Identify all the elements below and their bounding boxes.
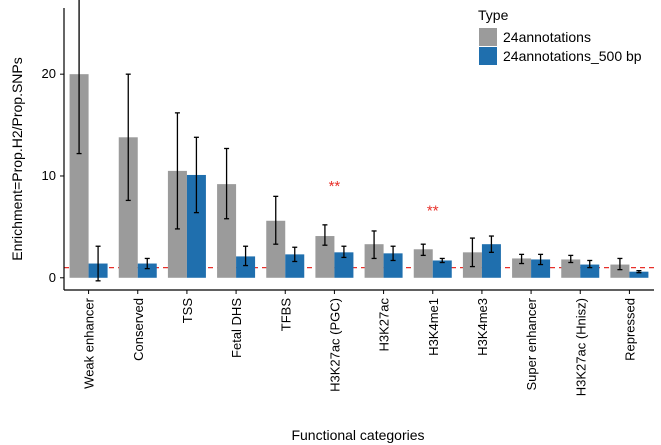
axes-layer [60, 8, 654, 294]
error-bar-24annotations-500-bp-conserved [144, 257, 150, 270]
error-bar-24annotations-h3k27ac [371, 230, 377, 260]
bar-24annotations-500-bp-conserved [137, 263, 157, 278]
bars-layer [69, 74, 649, 278]
x-tick-label-h3k4me1: H3K4me1 [426, 298, 441, 356]
error-bar-24annotations-500-bp-h3k4me3 [488, 235, 494, 253]
bar-24annotations-500-bp-h3k27ac-hnisz [580, 264, 600, 278]
x-tick-label-tss: TSS [180, 298, 195, 324]
bar-24annotations-weak-enhancer [69, 74, 89, 278]
error-bar-24annotations-500-bp-tfbs [292, 246, 298, 263]
bar-24annotations-500-bp-h3k27ac-pgc [334, 252, 354, 278]
tick-labels-layer: Weak enhancer Conserved TSS Fetal DHS TFBS H3… [42, 66, 638, 396]
error-bar-24annotations-h3k27ac-hnisz [568, 254, 574, 264]
x-tick-label-h3k27ac-pgc: H3K27ac (PGC) [327, 298, 342, 392]
legend-label-24annotations-500bp: 24annotations_500 bp [503, 48, 642, 64]
error-bar-24annotations-h3k27ac-pgc [322, 224, 328, 246]
bar-24annotations-conserved [118, 137, 138, 278]
x-tick-label-conserved: Conserved [131, 298, 146, 361]
error-bar-24annotations-conserved [125, 73, 131, 202]
error-bar-24annotations-500-bp-weak-enhancer [95, 245, 101, 282]
x-tick-label-h3k27ac: H3K27ac [377, 298, 392, 352]
bar-24annotations-repressed [610, 264, 630, 278]
bar-24annotations-super-enhancer [512, 258, 532, 278]
error-bar-24annotations-500-bp-repressed [636, 270, 642, 274]
x-tick-label-fetal-dhs: Fetal DHS [229, 298, 244, 358]
x-tick-label-repressed: Repressed [622, 298, 637, 361]
error-bar-24annotations-h3k4me1 [420, 243, 426, 257]
error-bars-layer [76, 0, 642, 282]
y-tick-label-10: 10 [42, 168, 56, 183]
bar-24annotations-500-bp-super-enhancer [531, 259, 551, 278]
x-tick-label-h3k4me3: H3K4me3 [475, 298, 490, 356]
error-bar-24annotations-500-bp-h3k27ac-hnisz [587, 259, 593, 269]
bar-24annotations-h3k4me1 [413, 249, 433, 278]
bar-24annotations-h3k27ac-pgc [315, 236, 335, 278]
x-axis-title: Functional categories [291, 427, 424, 443]
error-bar-24annotations-weak-enhancer [76, 0, 82, 155]
error-bar-24annotations-500-bp-fetal-dhs [243, 245, 249, 267]
error-bar-24annotations-500-bp-tss [193, 136, 199, 214]
legend-key-24annotations-500bp [479, 47, 497, 65]
error-bar-24annotations-super-enhancer [519, 253, 525, 265]
x-tick-label-weak-enhancer: Weak enhancer [82, 297, 97, 388]
significance-marker-h3k27ac-pgc: ** [329, 178, 341, 195]
error-bar-24annotations-500-bp-h3k27ac-pgc [341, 245, 347, 259]
bar-24annotations-500-bp-fetal-dhs [236, 256, 256, 278]
bar-24annotations-500-bp-tfbs [285, 254, 305, 278]
y-axis-title: Enrichment=Prop.H2/Prop.SNPs [9, 57, 25, 260]
y-tick-label-20: 20 [42, 66, 56, 81]
legend-title: Type [478, 7, 509, 23]
bar-24annotations-500-bp-h3k27ac [383, 253, 403, 278]
bar-24annotations-500-bp-repressed [629, 271, 649, 278]
significance-marker-h3k4me1: ** [427, 203, 439, 220]
x-tick-label-h3k27ac-hnisz: H3K27ac (Hnisz) [573, 298, 588, 396]
error-bar-24annotations-500-bp-h3k27ac [390, 245, 396, 262]
error-bar-24annotations-h3k4me3 [469, 237, 475, 268]
legend: Type 24annotations 24annotations_500 bp [478, 7, 642, 65]
bar-24annotations-500-bp-tss [186, 174, 206, 278]
legend-key-24annotations [479, 28, 497, 46]
bar-24annotations-tfbs [266, 220, 286, 278]
bar-24annotations-h3k27ac-hnisz [561, 259, 581, 278]
x-tick-label-super-enhancer: Super enhancer [524, 297, 539, 390]
annotations-layer: ** ** [329, 178, 439, 219]
bar-24annotations-500-bp-h3k4me3 [481, 244, 501, 278]
legend-label-24annotations: 24annotations [503, 29, 591, 45]
y-tick-label-0: 0 [49, 270, 56, 285]
bar-24annotations-h3k27ac [364, 244, 384, 278]
bar-24annotations-500-bp-h3k4me1 [432, 260, 452, 278]
error-bar-24annotations-500-bp-super-enhancer [538, 253, 544, 266]
error-bar-24annotations-500-bp-h3k4me1 [439, 257, 445, 264]
bar-24annotations-fetal-dhs [217, 184, 237, 278]
error-bar-24annotations-tfbs [273, 195, 279, 245]
x-tick-label-tfbs: TFBS [278, 298, 293, 332]
error-bar-24annotations-repressed [617, 257, 623, 271]
error-bar-24annotations-fetal-dhs [224, 147, 230, 220]
error-bar-24annotations-tss [174, 112, 180, 230]
